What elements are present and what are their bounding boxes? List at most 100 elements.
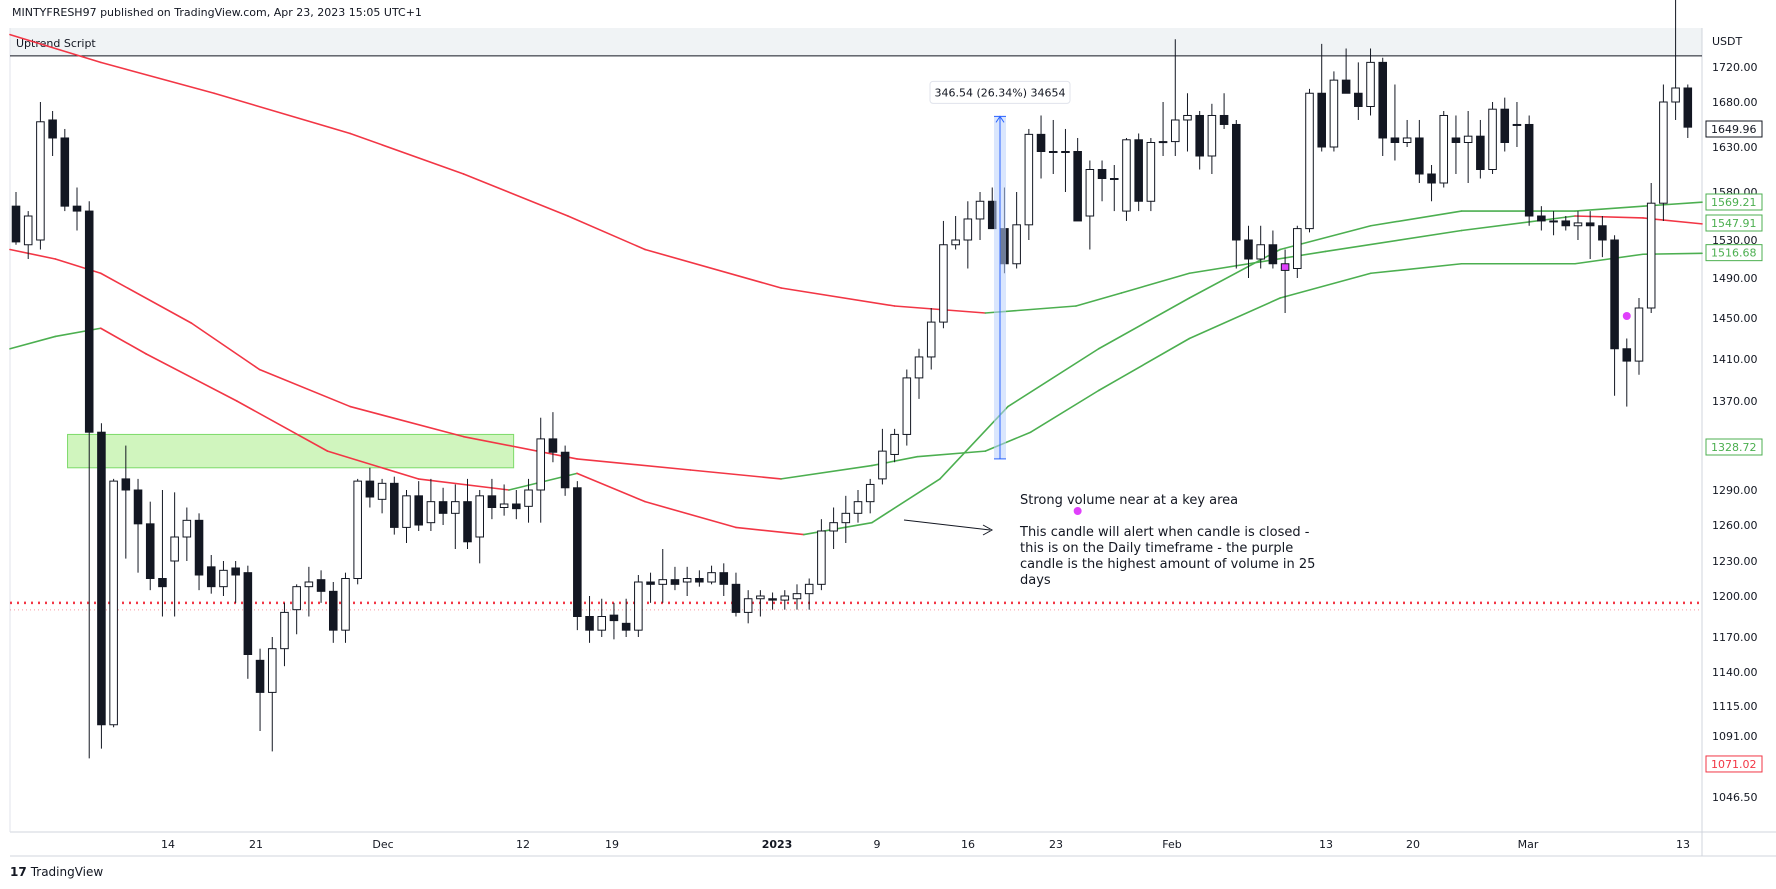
candle-body <box>487 495 497 509</box>
ema-mid-segment <box>780 464 873 480</box>
signal-dot <box>1622 312 1631 320</box>
annotation-arrow-head <box>982 524 994 536</box>
candle-body <box>1085 169 1095 217</box>
candle-body <box>536 438 546 491</box>
price-axis[interactable]: USDT1720.001680.001630.001580.001530.001… <box>1705 35 1763 804</box>
candle-body <box>231 567 240 576</box>
annotation-arrow-line <box>903 519 991 531</box>
candle-body <box>1232 123 1241 241</box>
candle-body <box>1122 139 1131 212</box>
candle-body <box>1048 151 1058 153</box>
candle-body <box>109 480 118 726</box>
candle-body <box>1622 348 1632 362</box>
ema-long-segment <box>1075 292 1123 307</box>
ema-short-segment <box>871 478 941 524</box>
candle-body <box>1183 114 1192 121</box>
ema-short-segment <box>1370 210 1463 227</box>
candle-body <box>1610 239 1619 350</box>
ema-long-segment <box>1574 215 1644 219</box>
measure-tool: 346.54 (26.34%) 34654 <box>929 80 1071 460</box>
ema-long-segment <box>567 215 646 251</box>
candle-body <box>23 215 33 246</box>
candle-body <box>780 595 790 601</box>
candle-body <box>390 482 399 528</box>
candle-body <box>280 611 289 650</box>
candle-body <box>1244 239 1253 260</box>
ema-mid-segment <box>190 322 261 371</box>
ema-short-segment <box>54 327 102 338</box>
candle-body <box>841 512 851 524</box>
candle-body <box>219 569 228 588</box>
ema-mid-segment <box>258 368 352 408</box>
candle-body <box>377 482 387 500</box>
candle-body <box>426 501 436 524</box>
candle-body <box>1451 137 1461 143</box>
candle-body <box>1329 79 1339 148</box>
price-tick-label: 1450.00 <box>1712 312 1758 325</box>
time-tick-label: 13 <box>1676 838 1690 851</box>
candle-body <box>499 503 509 508</box>
ema-short-segment <box>236 400 329 452</box>
candle-body <box>829 522 838 532</box>
price-tick-label: 1046.50 <box>1712 791 1758 804</box>
candle-body <box>1500 108 1510 143</box>
time-tick-label: 19 <box>605 838 619 851</box>
price-tag-label: 1328.72 <box>1711 441 1757 454</box>
signal-marks <box>1073 312 1631 515</box>
candle-body <box>48 119 57 139</box>
price-tag-label: 1516.68 <box>1711 247 1757 260</box>
candle-body <box>719 572 729 585</box>
time-tick-label: 23 <box>1049 838 1063 851</box>
ema-short-segment <box>417 478 510 491</box>
candle-body <box>36 121 45 241</box>
ema-long-segment <box>213 92 352 135</box>
time-tick-label: 13 <box>1319 838 1333 851</box>
candle-body <box>878 450 887 480</box>
candle-body <box>402 495 411 528</box>
price-tick-label: 1260.00 <box>1712 519 1758 532</box>
price-tick-label: 1680.00 <box>1712 96 1758 109</box>
candle-body <box>1195 114 1204 157</box>
annotation-line: days <box>1020 573 1051 588</box>
ema-mid-segment <box>689 469 782 480</box>
price-tick-label: 1720.00 <box>1712 61 1758 74</box>
ema-mid-segment <box>1188 297 1281 340</box>
candle-body <box>1146 141 1156 202</box>
price-tag-label: 1649.96 <box>1711 123 1757 136</box>
candle-body <box>328 590 338 631</box>
price-tick-label: 1530.00 <box>1712 234 1758 247</box>
time-tick-label: 14 <box>161 838 175 851</box>
price-tick-label: 1140.00 <box>1712 666 1758 679</box>
candle-body <box>11 205 21 243</box>
upper-shade <box>10 28 1702 56</box>
candle-body <box>1061 151 1070 153</box>
candle-body <box>182 519 192 538</box>
ema-mid-segment <box>54 258 102 275</box>
candle-body <box>1415 137 1424 175</box>
measure-label: 346.54 (26.34%) 34654 <box>934 86 1065 99</box>
candle-body <box>682 578 692 583</box>
candle-body <box>1134 139 1143 202</box>
ema-short-segment <box>99 327 147 355</box>
candle-body <box>597 616 607 631</box>
candle-body <box>658 579 668 585</box>
candle-body <box>438 501 448 514</box>
candle-body <box>707 572 716 583</box>
price-tick-label: 1410.00 <box>1712 353 1758 366</box>
candle-body <box>1354 92 1363 107</box>
candle-body <box>1305 92 1314 230</box>
ema-short-segment <box>9 335 57 350</box>
candle-body <box>1170 119 1180 143</box>
ema-mid-segment <box>1279 272 1372 299</box>
price-tick-label: 1370.00 <box>1712 395 1758 408</box>
tradingview-logo[interactable]: 17 TradingView <box>10 865 103 879</box>
candle-body <box>512 503 521 510</box>
candle-body <box>451 501 460 514</box>
candle-body <box>1109 178 1119 180</box>
ema-mid-segment <box>349 405 465 438</box>
price-tick-label: 1170.00 <box>1712 631 1758 644</box>
price-tag-label: 1071.02 <box>1711 758 1757 771</box>
time-axis[interactable]: 14 21 Dec 12 19 2023 9 16 23 Feb 13 20 Mar 13 <box>161 838 1690 851</box>
ema-mid-segment <box>1029 389 1100 434</box>
